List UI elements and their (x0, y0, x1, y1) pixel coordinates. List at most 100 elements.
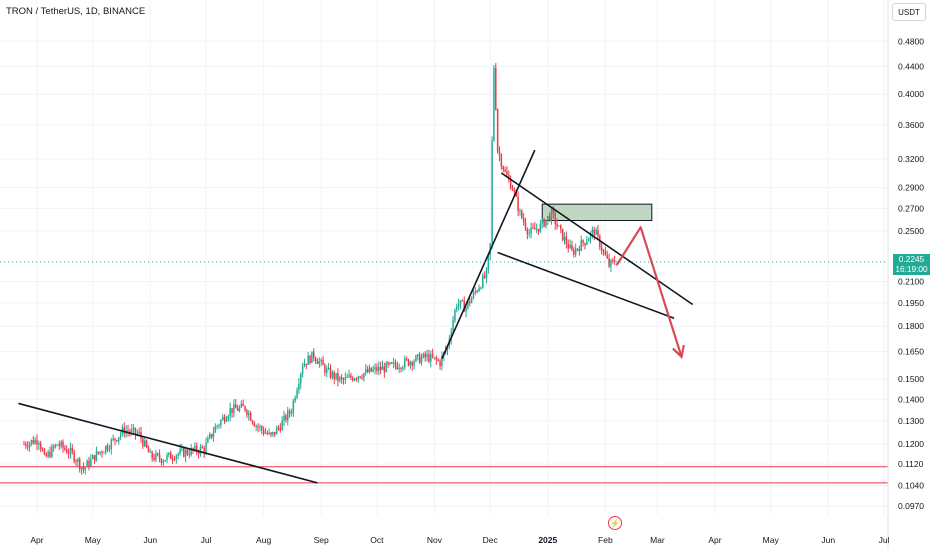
candle-body (80, 467, 83, 470)
candle-body (45, 454, 48, 457)
candle-body (565, 236, 568, 245)
candle-body (227, 416, 230, 420)
trendlines-layer[interactable] (18, 149, 694, 484)
projection-arrow[interactable] (615, 226, 683, 358)
projection-arrow-layer[interactable] (615, 226, 685, 360)
bar-countdown: 16:19:00 (895, 264, 928, 274)
y-tick-label: 0.3600 (898, 120, 924, 130)
candle-body (340, 377, 343, 380)
y-tick-label: 0.4800 (898, 36, 924, 46)
trendline[interactable] (441, 149, 536, 359)
candle-body (413, 361, 415, 366)
candle-body (296, 390, 298, 398)
candle-body (591, 229, 594, 233)
candle-body (90, 459, 92, 467)
candle-body (112, 438, 114, 440)
candle-body (550, 209, 553, 221)
candle-body (422, 353, 425, 358)
candle-body (352, 377, 354, 381)
candle-body (541, 219, 543, 224)
candle-body (580, 240, 582, 251)
candle-body (482, 275, 484, 288)
candle-body (563, 236, 566, 241)
candle-body (281, 420, 283, 431)
candle-body (272, 431, 274, 435)
candle-body (576, 248, 579, 250)
candle-body (143, 440, 146, 447)
resistance-zone-layer (541, 203, 653, 222)
candle-body (231, 408, 233, 413)
candle-body (398, 368, 400, 370)
resistance-zone[interactable] (541, 203, 653, 222)
candle-body (521, 210, 523, 219)
candle-body (558, 225, 560, 227)
candle-body (474, 291, 477, 293)
candle-body (95, 451, 98, 461)
candle-body (378, 366, 380, 372)
candles-layer (23, 63, 616, 475)
candle-body (548, 215, 551, 221)
y-tick-label: 0.2900 (898, 183, 924, 193)
price-axis[interactable]: 0.4800 0.4400 0.4000 0.3600 0.3200 0.2900 0.27… (887, 0, 924, 550)
candle-body (441, 356, 443, 366)
candle-body (430, 354, 432, 362)
candle-body (433, 357, 436, 359)
candle-body (379, 366, 382, 370)
candle-body (491, 140, 493, 244)
candle-body (554, 213, 556, 224)
candle-body (182, 448, 185, 457)
candle-body (500, 155, 503, 167)
candle-body (392, 362, 395, 364)
candle-body (606, 255, 608, 259)
candle-body (573, 250, 575, 255)
projection-arrowhead[interactable] (672, 344, 685, 360)
candle-body (255, 426, 257, 428)
trendline[interactable] (497, 251, 675, 320)
flash-icon[interactable]: ⚡ (608, 516, 622, 530)
candle-body (495, 68, 497, 110)
candle-body (223, 416, 226, 422)
candle-body (67, 452, 70, 454)
candle-body (274, 431, 276, 435)
x-tick-label: Nov (427, 535, 443, 545)
x-tick-label: Jun (821, 535, 835, 545)
candle-body (129, 431, 131, 433)
candle-body (145, 440, 148, 448)
candle-body (207, 437, 209, 443)
candle-body (524, 222, 527, 229)
y-tick-label: 0.1120 (898, 459, 924, 469)
candle-body (177, 453, 179, 456)
candle-body (277, 427, 280, 429)
candle-body (543, 219, 545, 227)
currency-button[interactable]: USDT (892, 3, 926, 21)
candle-body (359, 376, 361, 378)
candle-body (214, 426, 217, 433)
candle-body (194, 445, 196, 450)
trendline[interactable] (500, 172, 694, 306)
candle-body (184, 449, 187, 457)
candle-body (268, 432, 270, 434)
candle-body (556, 223, 558, 227)
time-axis[interactable]: Apr May Jun Jul Aug Sep Oct Nov Dec 2025 Feb Mar Apr… (30, 535, 889, 545)
candle-body (294, 397, 296, 401)
trendline[interactable] (18, 402, 318, 484)
candle-body (313, 351, 315, 358)
candle-body (370, 367, 373, 372)
candle-body (275, 427, 278, 435)
candle-body (155, 453, 157, 460)
candle-body (179, 449, 181, 454)
candle-body (322, 359, 324, 366)
candle-body (259, 426, 261, 428)
candle-body (56, 444, 59, 446)
symbol-title[interactable]: TRON / TetherUS, 1D, BINANCE (6, 6, 146, 17)
candle-body (103, 452, 105, 454)
candle-body (584, 243, 586, 245)
candle-body (426, 354, 428, 358)
x-tick-label: Jul (879, 535, 890, 545)
candle-body (604, 251, 607, 256)
candle-body (51, 446, 53, 457)
candle-body (528, 233, 530, 235)
candle-body (190, 448, 192, 455)
